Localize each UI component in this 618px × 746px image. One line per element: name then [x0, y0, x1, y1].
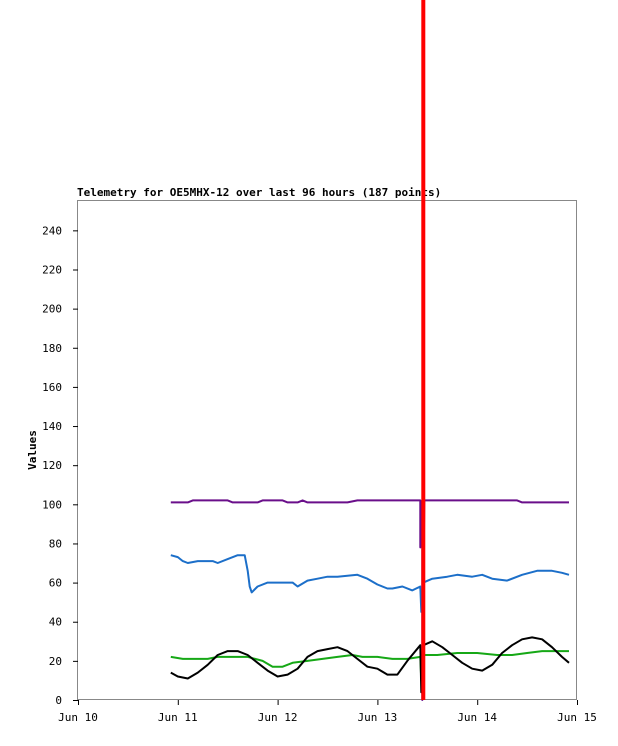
series-layer — [170, 0, 570, 701]
y-tick-label: 240 — [42, 224, 62, 237]
x-tick-label: Jun 13 — [358, 711, 398, 724]
y-tick-label: 0 — [55, 694, 62, 707]
y-axis-label: Values — [26, 430, 39, 470]
y-tick-label: 60 — [49, 577, 62, 590]
plot-area-frame — [77, 200, 577, 700]
y-tick-label: 220 — [42, 263, 62, 276]
x-tick-label: Jun 11 — [158, 711, 198, 724]
series-line-3 — [170, 636, 570, 694]
y-tick-label: 120 — [42, 459, 62, 472]
y-axis: 0 20 40 60 80 100 120 140 160 180 200 220 240 — [42, 224, 78, 707]
y-tick-label: 140 — [42, 420, 62, 433]
x-tick-label: Jun 10 — [58, 711, 98, 724]
x-axis: Jun 10 Jun 11 Jun 12 Jun 13 Jun 14 Jun 15 — [58, 700, 597, 724]
series-line-1 — [170, 554, 570, 613]
y-tick-label: 20 — [49, 655, 62, 668]
y-tick-label: 100 — [42, 498, 62, 511]
chart-title: Telemetry for OE5MHX-12 over last 96 hou… — [77, 186, 441, 199]
series-line-2 — [170, 650, 569, 682]
y-tick-label: 160 — [42, 381, 62, 394]
x-tick-label: Jun 12 — [258, 711, 298, 724]
y-tick-label: 200 — [42, 303, 62, 316]
y-tick-label: 40 — [49, 616, 62, 629]
y-tick-label: 80 — [49, 537, 62, 550]
series-line-0 — [170, 499, 569, 701]
x-tick-label: Jun 14 — [457, 711, 497, 724]
y-tick-label: 180 — [42, 342, 62, 355]
x-tick-label: Jun 15 — [557, 711, 597, 724]
